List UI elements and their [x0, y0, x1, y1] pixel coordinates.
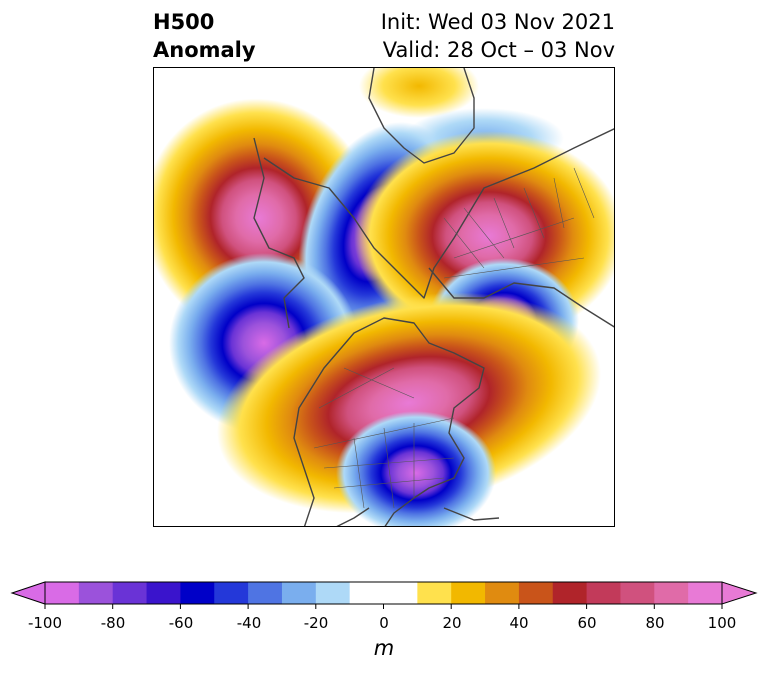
colorbar-swatch	[112, 582, 148, 604]
anomaly-positive-greenland	[359, 68, 479, 118]
plot-title-right: Init: Wed 03 Nov 2021 Valid: 28 Oct – 03…	[381, 8, 615, 64]
colorbar-swatch	[45, 582, 80, 604]
colorbar-swatch	[654, 582, 689, 604]
colorbar-swatch	[451, 582, 486, 604]
colorbar-tick-label: 100	[707, 614, 737, 632]
colorbar-extend-max	[721, 581, 758, 605]
colorbar-swatch	[518, 582, 554, 604]
colorbar-tick-label: 0	[379, 614, 389, 632]
border-lines-eurasia	[443, 167, 595, 279]
borders	[313, 167, 595, 509]
anomaly-positive-north-america	[217, 292, 601, 514]
colorbar-tick-label: -20	[303, 614, 329, 632]
colorbar-tick-label: -100	[27, 614, 63, 632]
colorbar	[10, 581, 758, 609]
coastline-europe-south	[428, 267, 614, 328]
colorbar-swatch	[586, 582, 621, 604]
coastlines	[253, 68, 614, 526]
coastline-north-america	[293, 317, 485, 526]
colorbar-tick-label: -40	[236, 614, 262, 632]
colorbar-swatch	[688, 582, 723, 604]
map-panel	[153, 67, 615, 527]
colorbar-swatch	[349, 582, 418, 604]
colorbar-extend-min	[10, 581, 46, 605]
title-valid-period: Valid: 28 Oct – 03 Nov	[382, 38, 615, 62]
colorbar-swatch	[78, 582, 114, 604]
coastline-caribbean	[336, 507, 500, 526]
colorbar-tick-label: -80	[100, 614, 126, 632]
colorbar-tick-label: 20	[442, 614, 462, 632]
title-field: Anomaly	[153, 38, 256, 62]
anomaly-fields	[154, 68, 614, 526]
title-variable: H500	[153, 10, 215, 34]
colorbar-tick-label: 60	[577, 614, 597, 632]
colorbar-unit-label: m	[373, 636, 395, 660]
plot-title-left: H500 Anomaly	[153, 8, 256, 64]
anomaly-map	[154, 68, 614, 526]
colorbar-swatch	[620, 582, 655, 604]
colorbar-swatch	[180, 582, 215, 604]
coastline-asia-east	[253, 137, 305, 329]
colorbar-swatch	[214, 582, 249, 604]
anomaly-negative-eastern-us	[336, 411, 496, 526]
colorbar-tick-label: 80	[645, 614, 665, 632]
colorbar-swatch	[552, 582, 588, 604]
colorbar-tick-label: 40	[509, 614, 529, 632]
colorbar-swatch	[281, 582, 317, 604]
colorbar-swatch	[146, 582, 181, 604]
colorbar-swatch	[417, 582, 452, 604]
colorbar-swatch	[485, 582, 520, 604]
colorbar-swatch	[315, 582, 351, 604]
colorbar-swatch	[248, 582, 283, 604]
colorbar-tick-label: -60	[168, 614, 194, 632]
coastline-eurasia	[263, 128, 614, 299]
title-init-time: Init: Wed 03 Nov 2021	[380, 10, 615, 34]
coastline-greenland	[368, 68, 475, 164]
border-lines-americas	[313, 367, 455, 509]
